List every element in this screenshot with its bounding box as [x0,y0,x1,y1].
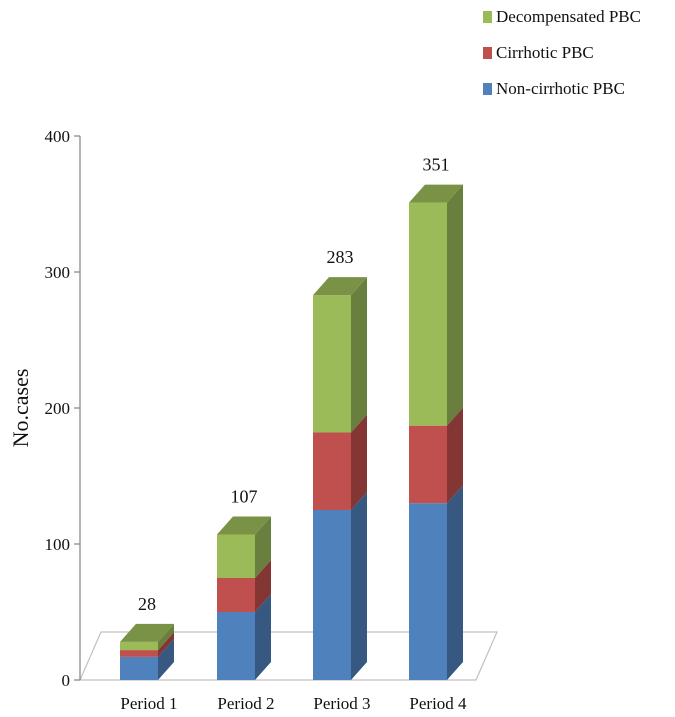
x-category-label: Period 1 [120,694,177,713]
legend-swatch [483,83,492,95]
bar-segment [313,510,351,680]
bar-segment-side [447,407,463,504]
bar-stack [217,516,271,680]
x-category-label: Period 3 [313,694,370,713]
bar-top [120,623,174,642]
bar-total-label: 351 [423,155,450,175]
legend-label: Decompensated PBC [496,7,641,26]
labels: 28 Period 1 107 Period 2 283 Period 3 351 Perio… [120,155,467,713]
y-tick-label: 400 [45,127,71,146]
x-category-label: Period 4 [409,694,467,713]
bar-segment [120,641,158,651]
bar-stack [120,623,174,680]
bar-segment [217,578,255,612]
bar-segment-side [351,277,367,433]
x-category-label: Period 2 [217,694,274,713]
bar-segment-side [158,632,174,657]
bar-total-label: 283 [327,247,354,267]
bar-segment [120,650,158,657]
bar-segment-side [255,560,271,612]
bar-segment-side [255,516,271,578]
bar-segment-side [351,414,367,510]
bar-top [313,277,367,296]
bar-segment-side [447,485,463,680]
legend-label: Cirrhotic PBC [496,43,594,62]
y-tick-label: 200 [45,399,71,418]
bar-segment [313,295,351,433]
bar-segment [409,503,447,680]
bar-segment [409,202,447,426]
bar-segment-side [158,623,174,651]
bar-segment [313,432,351,510]
bar-top [217,516,271,535]
bar-total-label: 28 [138,594,156,614]
y-axis: 0 100 200 300 400 No.cases [8,127,81,690]
bar-segment [120,656,158,680]
y-axis-title: No.cases [8,369,33,448]
bar-segment [217,612,255,680]
legend-swatch [483,47,492,59]
bar-segment [217,534,255,578]
bars [120,184,463,680]
bar-segment [409,425,447,504]
bar-stack [409,184,463,680]
bar-segment-side [158,638,174,680]
y-tick-label: 100 [45,535,71,554]
bar-segment-side [447,184,463,426]
legend-label: Non-cirrhotic PBC [496,79,625,98]
bar-total-label: 107 [231,486,258,506]
y-tick-label: 0 [62,671,71,690]
bar-stack [313,277,367,680]
bar-top [409,184,463,203]
y-tick-label: 300 [45,263,71,282]
bar-segment-side [255,594,271,680]
bar-segment-side [351,492,367,680]
legend: Decompensated PBC Cirrhotic PBC Non-cirrho… [483,7,641,98]
legend-swatch [483,11,492,23]
